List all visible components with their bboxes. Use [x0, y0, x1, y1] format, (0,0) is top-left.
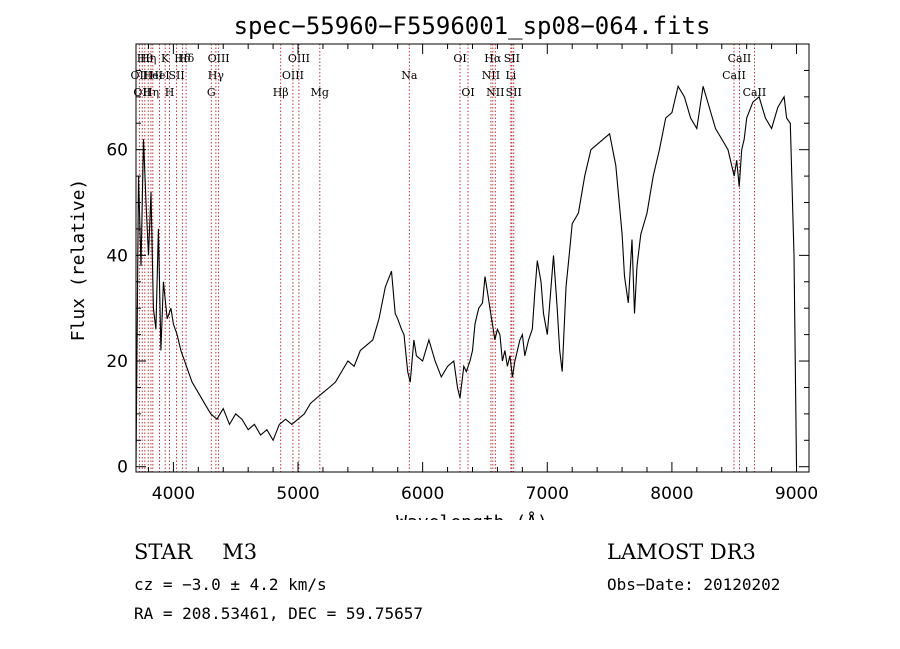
emission-line-labels: OIIOIIHθHηHηHeIHeIKHSIIHδHδGHγOIIIHβOIII… — [131, 52, 767, 99]
object-class: STAR M3 — [134, 540, 257, 564]
x-axis-ticks: 4000 5000 6000 7000 8000 9000 — [147, 44, 818, 504]
marker-label-3: Hη — [140, 52, 156, 65]
marker-label-2: Hθ — [137, 52, 154, 65]
marker-label-24: NII — [486, 86, 504, 99]
chart-title: spec−55960−F5596001_sp08−064.fits — [234, 12, 711, 40]
marker-label-20: OI — [453, 52, 466, 65]
marker-label-26: SII — [504, 52, 520, 65]
marker-label-4: Hη — [143, 86, 159, 99]
x-axis-label: Wavelength (Å) — [396, 511, 548, 520]
survey-name: LAMOST DR3 — [607, 540, 756, 564]
marker-label-22: NII — [482, 69, 500, 82]
x-tick-label: 6000 — [401, 484, 444, 504]
x-tick-label: 4000 — [152, 484, 195, 504]
y-tick-label: 0 — [117, 458, 128, 478]
marker-label-5: HeI — [143, 69, 163, 82]
plot-frame — [135, 43, 810, 473]
marker-label-13: Hγ — [208, 69, 225, 82]
marker-label-30: CaII — [743, 86, 767, 99]
redshift-text: cz = −3.0 ± 4.2 km/s — [134, 575, 327, 594]
y-axis-ticks: 0 20 40 60 — [106, 69, 809, 478]
marker-label-25: Li — [505, 69, 516, 82]
marker-label-19: Na — [401, 69, 418, 82]
marker-label-1: OII — [133, 86, 151, 99]
marker-label-8: H — [165, 86, 175, 99]
marker-label-11: Hδ — [178, 52, 195, 65]
marker-label-10: Hδ — [174, 52, 191, 65]
marker-label-9: SII — [169, 69, 185, 82]
coordinates-text: RA = 208.53461, DEC = 59.75657 — [134, 604, 423, 623]
y-tick-label: 20 — [106, 352, 128, 372]
y-tick-label: 40 — [106, 246, 128, 266]
x-tick-label: 9000 — [775, 484, 818, 504]
y-tick-label: 60 — [106, 141, 128, 161]
marker-label-18: Mg — [311, 86, 329, 99]
x-tick-label: 7000 — [526, 484, 569, 504]
marker-label-27: SII — [506, 86, 522, 99]
marker-label-16: OIII — [282, 69, 304, 82]
spectrum-series-line — [135, 84, 798, 467]
spectrum-chart: spec−55960−F5596001_sp08−064.fits OII OII… — [68, 12, 818, 520]
marker-label-7: K — [161, 52, 170, 65]
marker-label-0: OII — [131, 69, 149, 82]
emission-line-markers — [138, 44, 755, 472]
x-tick-label: 5000 — [276, 484, 319, 504]
obs-date-text: Obs−Date: 20120202 — [607, 575, 781, 594]
marker-label-14: OIII — [208, 52, 230, 65]
marker-label-15: Hβ — [273, 86, 289, 99]
marker-label-17: OIII — [288, 52, 310, 65]
object-class-value: STAR — [134, 540, 193, 564]
marker-label-6: HeI — [149, 69, 169, 82]
x-tick-label: 8000 — [650, 484, 693, 504]
marker-label-21: OI — [461, 86, 474, 99]
marker-label-23: Hα — [484, 52, 502, 65]
marker-label-28: CaII — [722, 69, 746, 82]
y-axis-label: Flux (relative) — [68, 179, 89, 342]
object-subclass: M3 — [222, 540, 258, 564]
marker-label-29: CaII — [728, 52, 752, 65]
marker-label-12: G — [207, 86, 216, 99]
